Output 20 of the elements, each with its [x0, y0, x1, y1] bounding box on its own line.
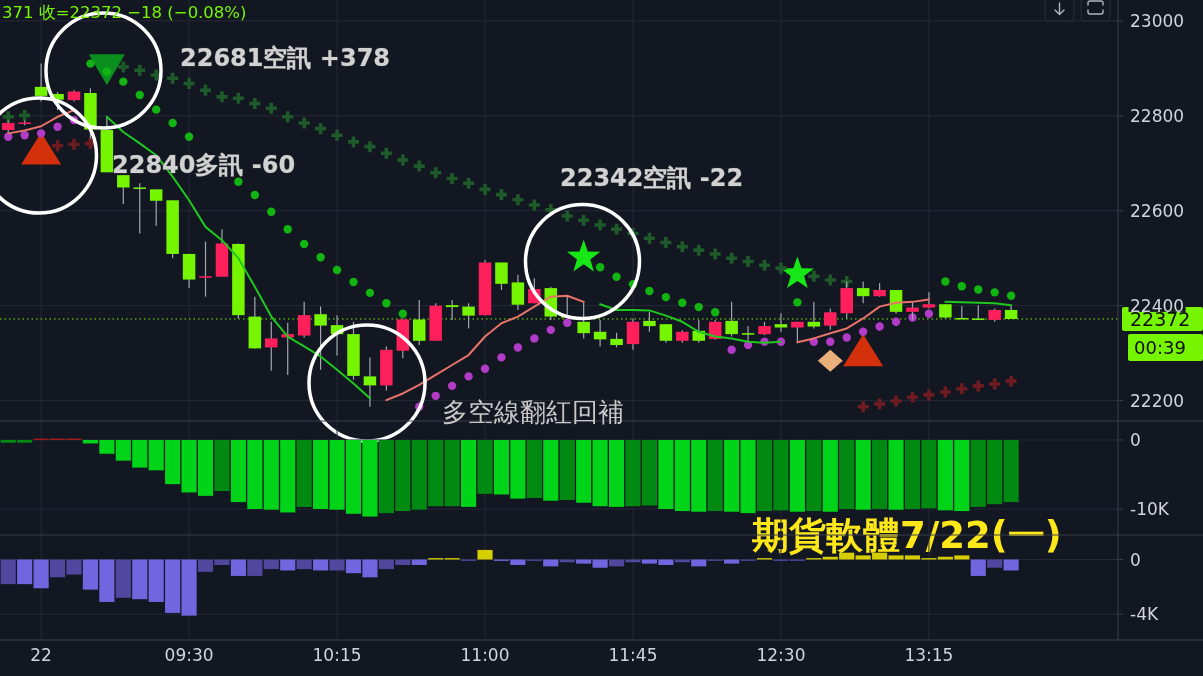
- y-tick-label: 23000: [1130, 10, 1185, 31]
- y-tick-label: 22800: [1130, 105, 1185, 126]
- x-tick-label: 22: [30, 645, 52, 665]
- y-tick-label: 0: [1130, 549, 1141, 570]
- annotation: 22342空訊 -22: [560, 164, 744, 192]
- y-tick-label: 0: [1130, 429, 1141, 450]
- text: 00:39: [1134, 337, 1186, 358]
- y-tick-label: 22600: [1130, 200, 1185, 221]
- x-tick-label: 09:30: [164, 645, 214, 665]
- y-tick-label: -4K: [1130, 604, 1159, 625]
- y-tick-label: -10K: [1130, 498, 1170, 519]
- annotation: 期貨軟體7/22(一): [752, 514, 1062, 557]
- annotation: 22681空訊 +378: [180, 44, 391, 72]
- x-tick-label: 10:15: [312, 645, 362, 665]
- x-tick-label: 11:00: [460, 645, 510, 665]
- x-tick-label: 11:45: [608, 645, 658, 665]
- y-tick-label: 22200: [1130, 390, 1185, 411]
- annotation: 多空線翻紅回補: [442, 397, 624, 427]
- x-tick-label: 12:30: [756, 645, 806, 665]
- x-tick-label: 13:15: [904, 645, 954, 665]
